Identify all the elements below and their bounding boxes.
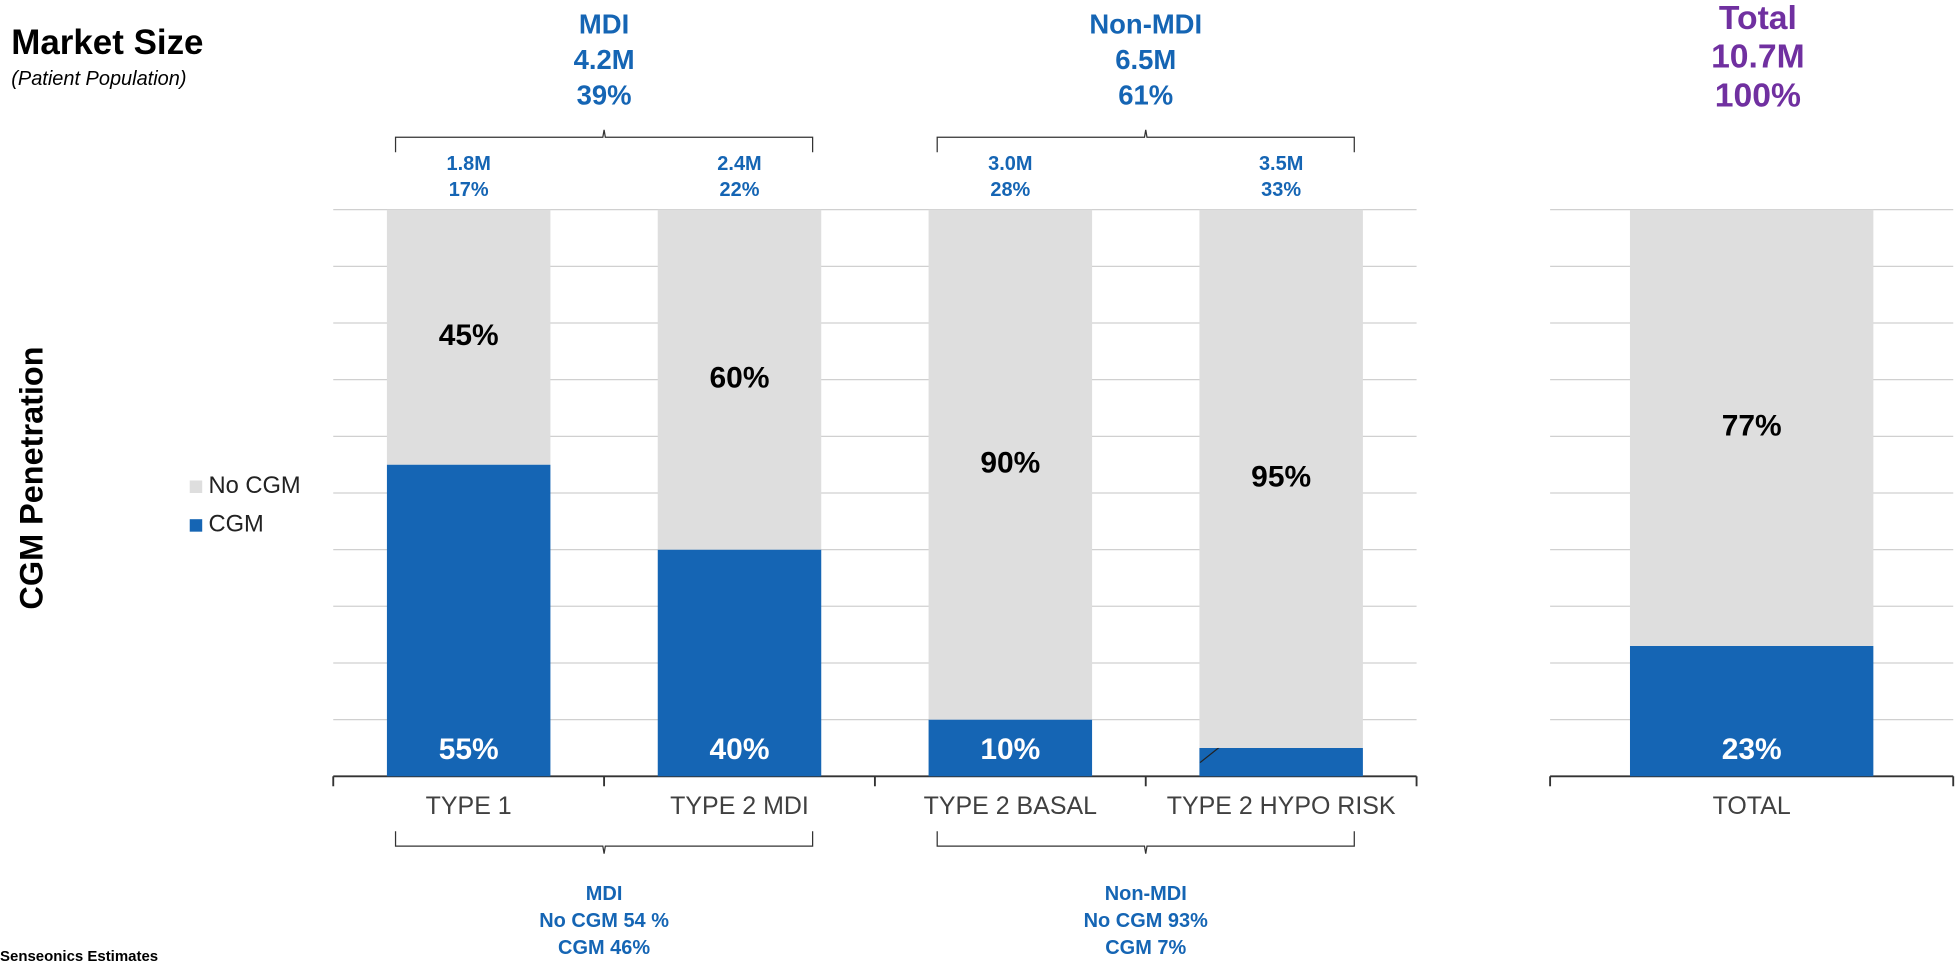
bar-segment [386,464,551,777]
bar-segment [1199,209,1363,748]
x-tick-label: TYPE 2 HYPO RISK [1167,792,1396,820]
legend-swatch [189,519,203,532]
x-tick-label: TYPE 2 MDI [670,792,809,820]
value-label: 60% [710,362,770,395]
category-annotation: 22% [720,179,760,201]
x-tick-label: TOTAL [1713,792,1791,820]
group-summary: MDI [586,883,623,905]
legend-swatch [189,480,203,493]
category-annotation: 1.8M [446,153,490,175]
group-summary: No CGM 93% [1084,910,1208,932]
value-label: 40% [710,733,770,766]
category-annotation: 33% [1261,179,1301,201]
group-header: 4.2M [574,44,635,75]
group-header: MDI [579,8,629,39]
legend-label: No CGM [208,473,300,499]
group-summary: No CGM 54 % [539,910,669,932]
category-annotation: 3.5M [1259,153,1303,175]
group-summary: Non-MDI [1105,883,1187,905]
x-tick-label: TYPE 1 [426,792,512,820]
value-label: 95% [1251,461,1311,494]
category-annotation: 17% [449,179,489,201]
value-label: 10% [980,733,1040,766]
y-axis-label: CGM Penetration [13,346,49,609]
x-tick-label: TYPE 2 BASAL [924,792,1097,820]
category-annotation: 28% [990,179,1030,201]
group-summary: CGM 46% [558,937,650,959]
brace [394,129,814,153]
group-header: Non-MDI [1089,8,1202,39]
brace [394,831,814,854]
bar-segment [1629,645,1874,777]
bar-segment [1199,747,1363,777]
legend-label: CGM [208,512,263,538]
group-header: 39% [577,80,632,111]
brace [936,831,1355,854]
value-label: 90% [980,447,1040,480]
bar-segment [928,209,1093,720]
group-header: 6.5M [1115,44,1176,75]
category-annotation: 3.0M [988,153,1032,175]
chart-subtitle: (Patient Population) [11,68,186,90]
chart-title: Market Size [11,23,203,62]
bar-segment [1629,209,1874,646]
value-label: 23% [1722,733,1782,766]
group-summary: CGM 7% [1105,937,1186,959]
bar-segment [657,209,822,550]
total-header: 10.7M [1711,39,1805,76]
bar-segment [386,209,551,465]
bar-segment [928,719,1093,777]
value-label: 55% [439,733,499,766]
value-label: 77% [1722,410,1782,443]
brace [936,129,1355,153]
total-header: Total [1719,0,1797,37]
value-label: 45% [439,319,499,352]
total-header: 100% [1715,77,1801,114]
group-header: 61% [1118,80,1173,111]
category-annotation: 2.4M [717,153,761,175]
source-note: Senseonics Estimates [0,948,158,961]
bar-segment [657,549,822,777]
